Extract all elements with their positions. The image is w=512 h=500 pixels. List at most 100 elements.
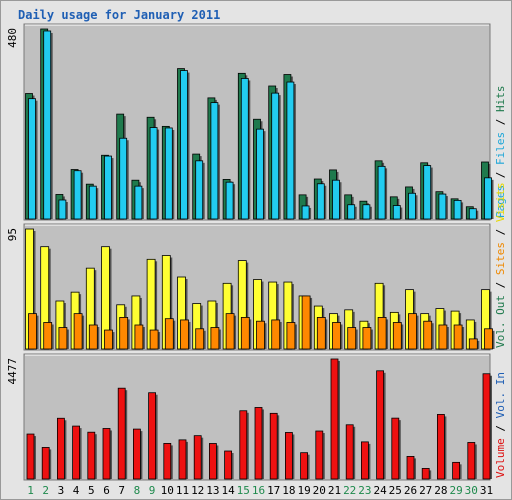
files-bar-30 [468,208,477,220]
volume-bar-18 [284,432,293,480]
volume-bar-23 [360,441,369,480]
x-tick-25: 25 [389,484,402,497]
x-tick-24: 24 [373,484,387,497]
sites-bar-24 [377,317,387,350]
legend-entry: Pages [494,185,507,218]
files-bar-29 [453,199,462,220]
x-tick-21: 21 [328,484,341,497]
ymax-label-hits-files: 480 [6,28,19,48]
x-tick-23: 23 [358,484,371,497]
x-tick-8: 8 [134,484,141,497]
volume-bar-25 [391,417,400,480]
x-tick-4: 4 [73,484,80,497]
volume-bar-31 [482,373,491,480]
volume-bar-5 [87,431,96,480]
volume-bar-17 [269,412,278,480]
x-tick-26: 26 [404,484,417,497]
volume-bar-27 [421,468,430,480]
files-bar-14 [225,181,234,220]
legend-middle: Vol. Out / Sites / Visits [494,182,507,348]
files-bar-8 [134,185,143,220]
legend-entry: Hits [494,86,507,119]
x-tick-14: 14 [221,484,235,497]
files-bar-11 [180,70,188,220]
files-bar-17 [271,92,280,220]
x-tick-17: 17 [267,484,280,497]
volume-bar-8 [132,428,141,480]
volume-bar-14 [224,450,233,480]
sites-bar-13 [210,327,220,350]
x-tick-11: 11 [176,484,189,497]
sites-bar-8 [134,324,144,350]
volume-bar-4 [72,425,80,480]
files-bar-16 [256,128,264,220]
volume-bar-2 [41,447,50,480]
sites-bar-1 [28,313,37,350]
volume-bar-13 [208,443,217,480]
files-bar-19 [301,205,310,220]
sites-bar-26 [408,313,417,350]
x-tick-18: 18 [282,484,295,497]
x-tick-20: 20 [313,484,326,497]
volume-bar-12 [193,435,202,480]
x-tick-6: 6 [103,484,110,497]
legend-top: Pages / Files / Hits [494,86,507,219]
files-bar-5 [88,185,97,220]
sites-bar-23 [362,327,372,350]
ymax-label-volume: 4477 [6,358,19,385]
legend-entry: / [494,172,507,185]
x-tick-30: 30 [465,484,478,497]
x-tick-16: 16 [252,484,265,497]
sites-bar-25 [392,322,402,350]
legend-bottom: Volume / Vol. In [494,372,507,478]
sites-bar-21 [332,322,341,350]
x-tick-19: 19 [297,484,310,497]
legend-entry: Sites [494,242,507,282]
files-bar-12 [195,160,204,220]
sites-bar-5 [88,324,98,350]
files-bar-1 [28,98,36,220]
files-bar-4 [73,170,82,220]
sites-bar-17 [271,319,281,350]
x-tick-15: 15 [237,484,250,497]
files-bar-13 [210,102,219,220]
files-bar-3 [58,199,67,220]
x-tick-5: 5 [88,484,95,497]
files-bar-21 [332,179,340,220]
volume-bar-7 [117,387,126,480]
volume-bar-9 [148,392,157,480]
files-bar-24 [377,165,386,220]
volume-bar-21 [330,358,339,480]
volume-bar-10 [163,443,172,480]
sites-bar-15 [240,317,250,350]
volume-bar-19 [300,452,309,480]
files-bar-15 [240,78,249,220]
volume-bar-3 [57,417,65,480]
legend-entry: / [494,282,507,295]
volume-bar-11 [178,439,187,480]
sites-bar-28 [438,324,448,350]
x-tick-22: 22 [343,484,356,497]
x-tick-12: 12 [191,484,204,497]
x-tick-9: 9 [149,484,156,497]
sites-bar-12 [195,328,205,350]
volume-bar-20 [315,430,324,480]
sites-bar-7 [119,317,129,350]
sites-bar-19 [301,295,311,350]
x-tick-3: 3 [58,484,65,497]
x-tick-29: 29 [449,484,462,497]
ymax-label-visits-sites: 95 [6,228,19,241]
sites-bar-20 [316,317,326,350]
sites-bar-30 [468,338,478,350]
sites-bar-18 [286,322,296,350]
files-bar-25 [392,205,401,220]
sites-bar-31 [484,328,493,350]
x-tick-1: 1 [27,484,34,497]
legend-entry: Files [494,132,507,172]
files-bar-7 [119,137,128,220]
legend-entry: / [494,229,507,242]
legend-entry: Volume [494,438,507,478]
volume-bar-6 [102,428,111,480]
files-bar-18 [286,81,295,220]
